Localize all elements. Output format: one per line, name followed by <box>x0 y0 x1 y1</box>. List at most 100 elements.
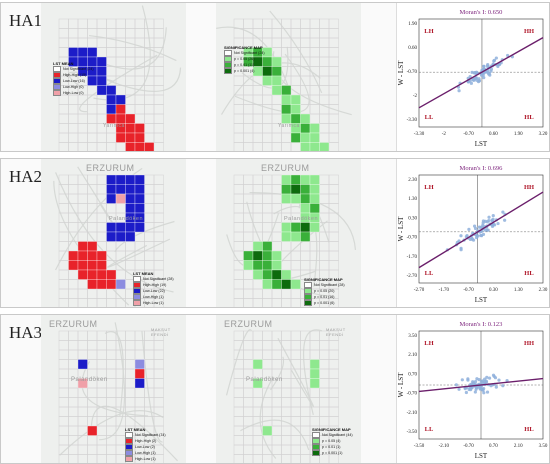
panel-ha2: HA2 ERZURUM Palandöken LST MEAN Not Signific… <box>0 158 550 308</box>
grid-cell <box>77 203 88 214</box>
grid-cell <box>87 359 98 370</box>
grid-cell <box>77 28 88 39</box>
legend-item-label: p = 0.05 (26) <box>234 56 255 61</box>
scatter-point <box>505 379 509 383</box>
sig-cell-level-2 <box>281 104 292 115</box>
sig-cell-level-2 <box>243 250 254 261</box>
grid-cell <box>58 406 69 417</box>
grid-cell <box>106 378 117 389</box>
basemap-road <box>249 191 357 250</box>
grid-cell <box>290 75 301 86</box>
legend-item: p = 0.01 (1) <box>312 444 353 450</box>
grid-cell <box>319 28 330 39</box>
sig-cell-level-1 <box>271 250 282 261</box>
basemap-road <box>59 410 164 456</box>
grid-cell <box>58 359 69 370</box>
sig-cell-level-1 <box>319 142 330 151</box>
scatter-point <box>482 75 486 80</box>
grid-cell <box>58 340 69 351</box>
legend-item-label: High-High (15) <box>63 72 87 77</box>
grid-cell <box>290 406 301 417</box>
grid-cell <box>252 279 263 290</box>
basemap-road <box>107 238 171 268</box>
grid-cell <box>144 184 155 195</box>
y-tick-label: 2.10 <box>408 353 417 358</box>
place-name: Palandöken <box>284 216 319 222</box>
grid-cell <box>328 28 339 39</box>
grid-cell <box>96 184 107 195</box>
legend-swatch <box>304 300 312 306</box>
grid-cell <box>271 444 282 455</box>
grid-cell <box>328 94 339 105</box>
grid-cell <box>328 184 339 195</box>
legend-item-label: High-Low (1) <box>135 456 156 461</box>
grid-cell <box>319 260 330 271</box>
grid-cell <box>252 113 263 124</box>
sig-cell-level-1 <box>300 203 311 214</box>
grid-cell <box>58 94 69 105</box>
grid-cell <box>233 298 244 307</box>
grid-cell <box>281 387 292 398</box>
grid-cell <box>252 349 263 360</box>
legend-item: Low-Low (16) <box>53 78 94 84</box>
grid-cell <box>309 260 320 271</box>
grid-cell <box>153 18 164 29</box>
lisa-cell-hh <box>115 132 126 143</box>
quadrant-label: HL <box>524 114 534 121</box>
grid-cell <box>77 435 88 446</box>
grid-cell <box>58 104 69 115</box>
grid-cell <box>271 387 282 398</box>
lisa-cell-hh <box>106 279 117 290</box>
grid-cell <box>58 330 69 341</box>
grid-cell <box>106 132 117 143</box>
grid-cell <box>309 113 320 124</box>
grid-cell <box>144 123 155 134</box>
lisa-cell-hh <box>115 104 126 115</box>
lisa-cell-hh <box>106 269 117 280</box>
grid-cell <box>134 47 145 58</box>
sig-cell-level-1 <box>281 94 292 105</box>
sig-cell-level-1 <box>252 378 263 389</box>
grid-cell <box>106 340 117 351</box>
legend-swatch <box>304 288 312 294</box>
scatter-point <box>491 373 496 377</box>
grid-cell <box>106 397 117 408</box>
legend-item-label: p = 0.01 (16) <box>314 294 335 299</box>
lisa-cell-ll <box>115 174 126 185</box>
grid-cell <box>252 330 263 341</box>
lisa-cell-hh <box>77 260 88 271</box>
lisa-cell-ll <box>134 184 145 195</box>
grid-cell <box>125 368 136 379</box>
grid-cell <box>243 222 254 233</box>
grid-cell <box>243 279 254 290</box>
grid-cell <box>328 47 339 58</box>
grid-cell <box>243 142 254 151</box>
grid-cell <box>153 193 164 204</box>
legend-item: Low-Low (2) <box>125 444 166 450</box>
grid-cell <box>96 425 107 436</box>
grid-cell <box>144 349 155 360</box>
lisa-cell-ll <box>125 222 136 233</box>
lisa-cell-ll <box>106 184 117 195</box>
grid-cell <box>271 298 282 307</box>
legend-item: High-High (19) <box>133 282 174 288</box>
scatter-point <box>482 391 486 395</box>
grid-cell <box>134 397 145 408</box>
regression-line <box>418 191 544 269</box>
grid-cell <box>252 435 263 446</box>
sig-cell-level-2 <box>271 279 282 290</box>
legend-swatch <box>133 276 141 282</box>
grid-cell <box>153 359 164 370</box>
grid-cell <box>233 406 244 417</box>
grid-cell <box>96 298 107 307</box>
grid-cell <box>115 142 126 151</box>
grid-cell <box>144 174 155 185</box>
grid-cell <box>290 298 301 307</box>
sig-cell-level-1 <box>309 359 320 370</box>
scatter-point <box>457 89 461 93</box>
grid-cell <box>281 56 292 67</box>
grid-cell <box>125 397 136 408</box>
grid-cell <box>319 184 330 195</box>
grid-cell <box>309 340 320 351</box>
quadrant-label: HL <box>524 426 534 433</box>
